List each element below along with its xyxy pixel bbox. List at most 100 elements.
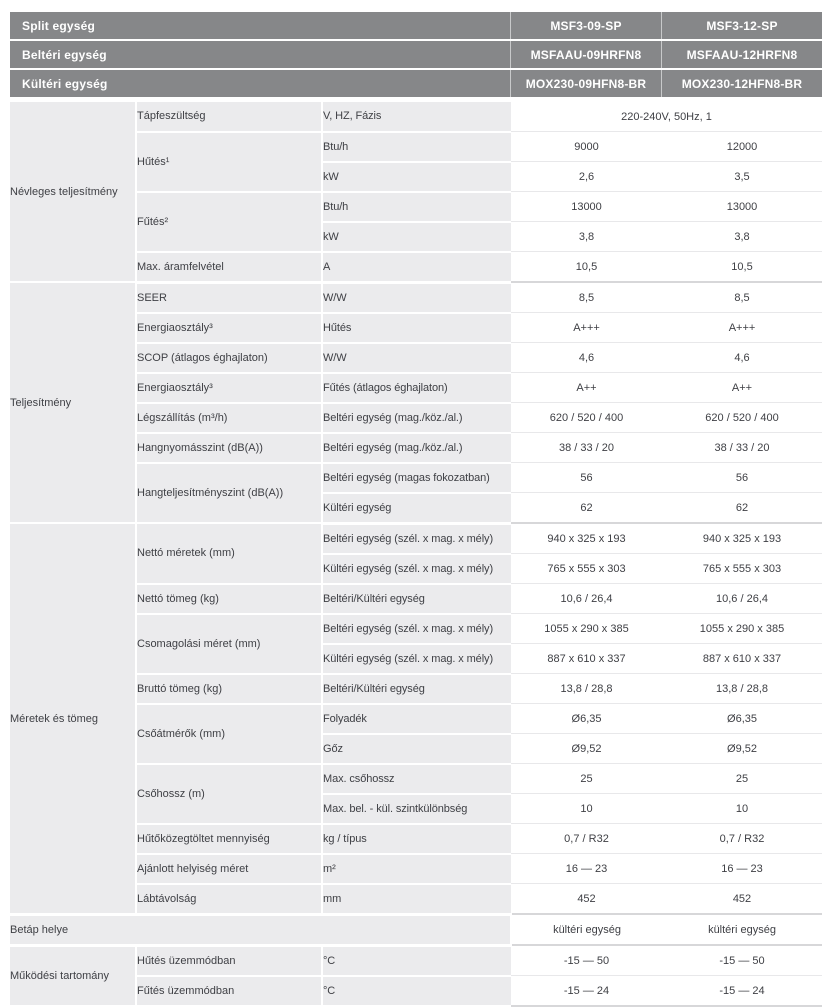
- unit-cell: °C: [322, 945, 511, 977]
- property-cell: Bruttó tömeg (kg): [136, 673, 323, 705]
- value-cell: 62: [511, 492, 662, 524]
- spec-row: Kültéri egység (szél. x mag. x mély) 887 …: [10, 643, 822, 675]
- property-cell: Ajánlott helyiség méret: [136, 853, 323, 885]
- spec-row: kW 3,8 3,8: [10, 221, 822, 253]
- model-header-row: Split egység MSF3-09-SP MSF3-12-SP: [10, 12, 822, 39]
- property-cell: Max. áramfelvétel: [136, 251, 323, 284]
- spec-row: Hűtőközegtöltet mennyiség kg / típus 0,7 /…: [10, 823, 822, 855]
- value-cell: 10,5: [511, 251, 662, 283]
- unit-cell: Kültéri egység (szél. x mag. x mély): [322, 643, 511, 675]
- property-cell: Hűtőközegtöltet mennyiség: [136, 823, 323, 855]
- unit-cell: Kültéri egység: [322, 492, 511, 525]
- value-cell: Ø9,52: [511, 733, 662, 764]
- property-cell: Fűtés üzemmódban: [136, 975, 323, 1008]
- unit-cell: Kültéri egység (szél. x mag. x mély): [322, 553, 511, 585]
- model-header: Split egység MSF3-09-SP MSF3-12-SP Beltéri …: [10, 12, 822, 97]
- spec-row: Teljesítmény SEER W/W 8,5 8,5: [10, 282, 822, 524]
- value-cell: 620 / 520 / 400: [511, 402, 662, 433]
- property-cell: Lábtávolság: [136, 883, 323, 916]
- value-cell: 9000: [511, 131, 662, 162]
- unit-cell: °C: [322, 975, 511, 1008]
- property-cell: Csőhossz (m): [136, 763, 323, 825]
- spec-row: Max. áramfelvétel A 10,5 10,5: [10, 251, 822, 284]
- value-cell: 0,7 / R32: [511, 823, 662, 854]
- value-cell: -15 — 50: [511, 945, 662, 976]
- unit-cell: Beltéri egység (magas fokozatban): [322, 462, 511, 494]
- unit-cell: Beltéri egység (mag./köz./al.): [322, 432, 511, 464]
- model-header-label: Beltéri egység: [10, 41, 511, 68]
- property-cell: Energiaosztály³: [136, 372, 323, 404]
- spec-table-body: Névleges teljesítmény Tápfeszültség V, HZ,…: [10, 102, 822, 1008]
- model-header-label: Kültéri egység: [10, 70, 511, 97]
- unit-cell: kW: [322, 161, 511, 193]
- value-cell: 3,8: [662, 221, 822, 252]
- unit-cell: Max. bel. - kül. szintkülönbség: [322, 793, 511, 825]
- property-cell: Fűtés²: [136, 191, 323, 253]
- spec-row: Méretek és tömeg Nettó méretek (mm) Beltér…: [10, 523, 822, 915]
- value-cell: 4,6: [662, 342, 822, 373]
- spec-row: Hangteljesítményszint (dB(A)) Beltéri egy…: [10, 462, 822, 524]
- value-cell: Ø9,52: [662, 733, 822, 764]
- value-cell: kültéri egység: [511, 914, 662, 946]
- value-cell: 13000: [662, 191, 822, 222]
- unit-cell: Beltéri egység (mag./köz./al.): [322, 402, 511, 434]
- unit-cell: W/W: [322, 282, 511, 314]
- spec-row: Bruttó tömeg (kg) Beltéri/Kültéri egység 1…: [10, 673, 822, 705]
- value-cell: 13,8 / 28,8: [511, 673, 662, 704]
- unit-cell: A: [322, 251, 511, 284]
- spec-row: Energiaosztály³ Fűtés (átlagos éghajlaton…: [10, 372, 822, 404]
- section-cell: Méretek és tömeg: [10, 523, 137, 915]
- value-cell: Ø6,35: [662, 703, 822, 734]
- section-cell: Betáp helye: [10, 914, 512, 947]
- value-cell: -15 — 24: [662, 975, 822, 1007]
- spec-row: Lábtávolság mm 452 452: [10, 883, 822, 916]
- value-cell: 940 x 325 x 193: [662, 523, 822, 554]
- value-cell: A+++: [511, 312, 662, 343]
- value-cell: 1055 x 290 x 385: [662, 613, 822, 644]
- property-cell: SCOP (átlagos éghajlaton): [136, 342, 323, 374]
- unit-cell: mm: [322, 883, 511, 916]
- spec-row: Nettó tömeg (kg) Beltéri/Kültéri egység 10…: [10, 583, 822, 615]
- property-cell: Nettó méretek (mm): [136, 523, 323, 585]
- value-cell: 13000: [511, 191, 662, 222]
- value-cell: 887 x 610 x 337: [662, 643, 822, 674]
- model-name: MSFAAU-12HRFN8: [686, 47, 798, 62]
- unit-cell: W/W: [322, 342, 511, 374]
- value-cell: 8,5: [662, 282, 822, 313]
- unit-cell: Btu/h: [322, 131, 511, 163]
- value-cell: 8,5: [511, 282, 662, 313]
- unit-cell: Beltéri egység (szél. x mag. x mély): [322, 523, 511, 555]
- value-cell: 10: [662, 793, 822, 824]
- value-cell: A++: [662, 372, 822, 403]
- property-cell: Hangnyomásszint (dB(A)): [136, 432, 323, 464]
- property-cell: Hűtés üzemmódban: [136, 945, 323, 977]
- value-cell: -15 — 50: [662, 945, 822, 976]
- property-cell: Tápfeszültség: [136, 102, 323, 133]
- value-cell: 16 — 23: [662, 853, 822, 884]
- property-cell: SEER: [136, 282, 323, 314]
- unit-cell: kg / típus: [322, 823, 511, 855]
- value-cell: 620 / 520 / 400: [662, 402, 822, 433]
- spec-row: Kültéri egység 62 62: [10, 492, 822, 525]
- spec-row: Max. bel. - kül. szintkülönbség 10 10: [10, 793, 822, 825]
- model-name: MSF3-12-SP: [706, 18, 778, 33]
- value-cell: Ø6,35: [511, 703, 662, 734]
- value-cell: 25: [511, 763, 662, 794]
- value-cell: 1055 x 290 x 385: [511, 613, 662, 644]
- value-cell: 10,6 / 26,4: [662, 583, 822, 614]
- value-cell: 16 — 23: [511, 853, 662, 884]
- spec-row: Működési tartomány Hűtés üzemmódban °C -15 …: [10, 945, 822, 1007]
- spec-row: Gőz Ø9,52 Ø9,52: [10, 733, 822, 765]
- spec-row: Csőátmérők (mm) Folyadék Ø6,35 Ø6,35: [10, 703, 822, 765]
- value-cell: -15 — 24: [511, 975, 662, 1007]
- spec-row: Kültéri egység (szél. x mag. x mély) 765 …: [10, 553, 822, 585]
- value-cell: 13,8 / 28,8: [662, 673, 822, 704]
- value-cell: 3,5: [662, 161, 822, 192]
- value-cell: 0,7 / R32: [662, 823, 822, 854]
- value-cell: 3,8: [511, 221, 662, 252]
- value-cell: 10: [511, 793, 662, 824]
- unit-cell: V, HZ, Fázis: [322, 102, 511, 133]
- unit-cell: Beltéri/Kültéri egység: [322, 673, 511, 705]
- value-cell: kültéri egység: [662, 914, 822, 946]
